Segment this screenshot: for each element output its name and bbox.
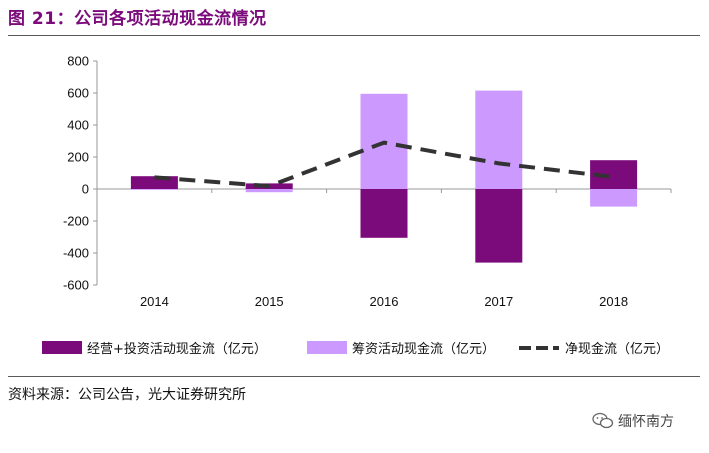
- y-tick-label: 0: [82, 182, 89, 197]
- chart-area: 800 600 400 200 0 -200 -400 -600 2014 2015 2016 201…: [42, 54, 672, 357]
- x-tick-label: 2017: [484, 294, 513, 309]
- x-tick-label: 2016: [370, 294, 399, 309]
- watermark: 缅怀南方: [592, 411, 674, 431]
- legend-swatch-fin: [307, 341, 347, 354]
- source-note: 资料来源：公司公告，光大证券研究所: [8, 387, 246, 403]
- bottom-divider: [8, 376, 700, 377]
- x-tick-label: 2014: [140, 294, 169, 309]
- y-tick-label: -200: [63, 214, 89, 229]
- y-tick-label: -400: [63, 246, 89, 261]
- x-tick-label: 2015: [255, 294, 284, 309]
- legend-swatch-opinv: [42, 341, 82, 354]
- bar-fin-2018: [590, 189, 638, 207]
- legend-label-net: 净现金流（亿元）: [565, 341, 669, 357]
- bar-opinv-2016: [360, 189, 408, 238]
- net-cashflow-line: [154, 140, 614, 189]
- top-divider: [8, 35, 700, 36]
- wechat-icon: [592, 412, 614, 429]
- y-tick-label: 800: [67, 54, 89, 69]
- y-tick-label: 200: [67, 150, 89, 165]
- bar-fin-2017: [475, 90, 523, 189]
- x-tick-label: 2018: [599, 294, 628, 309]
- y-tick-label: 400: [67, 118, 89, 133]
- legend-label-opinv: 经营+投资活动现金流（亿元）: [87, 341, 267, 357]
- chart-title: 图 21：公司各项活动现金流情况: [8, 9, 267, 29]
- y-tick-label: 600: [67, 86, 89, 101]
- bar-fin-2015: [245, 189, 293, 193]
- bar-fin-2014: [130, 189, 178, 190]
- y-tick-label: -600: [63, 278, 89, 293]
- watermark-text: 缅怀南方: [618, 414, 674, 430]
- bar-opinv-2017: [475, 189, 523, 263]
- legend-label-fin: 筹资活动现金流（亿元）: [352, 341, 495, 357]
